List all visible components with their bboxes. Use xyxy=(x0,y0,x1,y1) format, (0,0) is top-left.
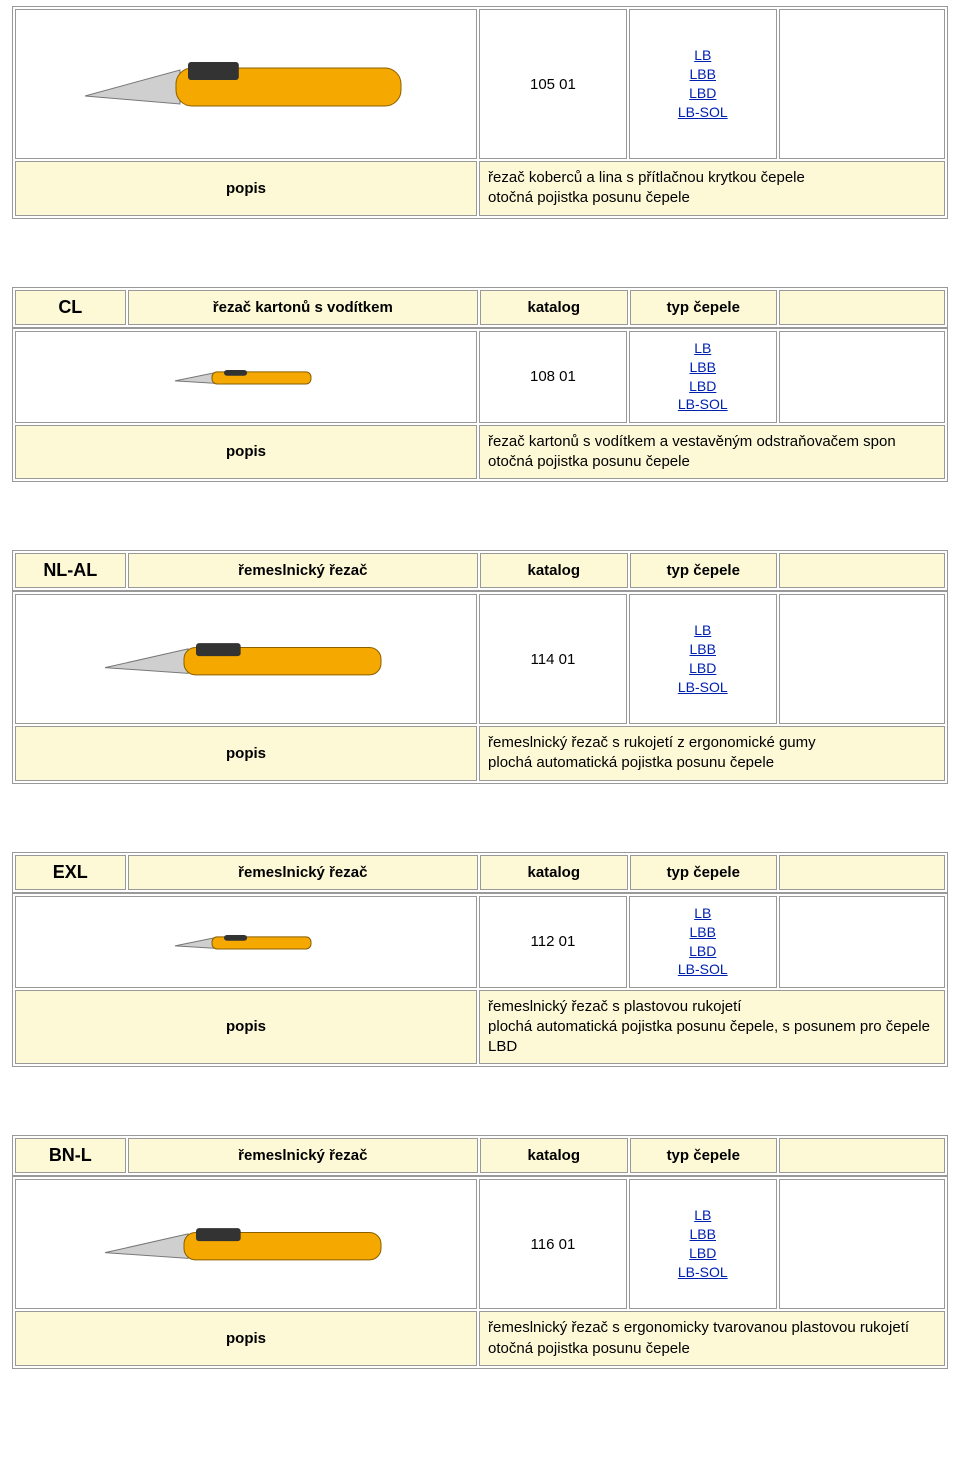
blade-link-lbb[interactable]: LBB xyxy=(636,1225,770,1244)
blade-links: LBLBBLBDLB-SOL xyxy=(629,896,777,988)
popis-text: řezač koberců a lina s přítlačnou krytko… xyxy=(479,161,945,216)
blade-link-lb-sol[interactable]: LB-SOL xyxy=(636,395,770,414)
popis-text: řezač kartonů s vodítkem a vestavěným od… xyxy=(479,425,945,480)
blade-links: LBLBBLBDLB-SOL xyxy=(629,1179,777,1309)
empty-header xyxy=(779,1138,945,1173)
popis-label: popis xyxy=(15,425,477,480)
empty-cell xyxy=(779,9,945,159)
popis-text: řemeslnický řezač s ergonomicky tvarovan… xyxy=(479,1311,945,1366)
empty-cell xyxy=(779,896,945,988)
product-code: EXL xyxy=(15,855,126,890)
katalog-value: 112 01 xyxy=(479,896,627,988)
blade-link-lb[interactable]: LB xyxy=(636,621,770,640)
product-image xyxy=(15,1179,477,1309)
typ-header: typ čepele xyxy=(630,290,778,325)
popis-label: popis xyxy=(15,726,477,781)
empty-cell xyxy=(779,331,945,423)
blade-links: LBLBBLBDLB-SOL xyxy=(629,594,777,724)
katalog-value: 116 01 xyxy=(479,1179,627,1309)
blade-link-lb-sol[interactable]: LB-SOL xyxy=(636,103,770,122)
katalog-header: katalog xyxy=(480,1138,628,1173)
empty-header xyxy=(779,290,945,325)
empty-header xyxy=(779,855,945,890)
popis-label: popis xyxy=(15,161,477,216)
blade-link-lb[interactable]: LB xyxy=(636,46,770,65)
blade-link-lb-sol[interactable]: LB-SOL xyxy=(636,1263,770,1282)
product-title: řemeslnický řezač xyxy=(128,553,478,588)
katalog-value: 114 01 xyxy=(479,594,627,724)
typ-header: typ čepele xyxy=(630,855,778,890)
popis-label: popis xyxy=(15,990,477,1065)
katalog-header: katalog xyxy=(480,553,628,588)
popis-text: řemeslnický řezač s rukojetí z ergonomic… xyxy=(479,726,945,781)
blade-link-lbd[interactable]: LBD xyxy=(636,377,770,396)
blade-link-lb-sol[interactable]: LB-SOL xyxy=(636,960,770,979)
blade-link-lbb[interactable]: LBB xyxy=(636,640,770,659)
product-image xyxy=(15,896,477,988)
blade-link-lbb[interactable]: LBB xyxy=(636,923,770,942)
product-code: CL xyxy=(15,290,126,325)
blade-link-lbd[interactable]: LBD xyxy=(636,84,770,103)
product-image xyxy=(15,331,477,423)
product-title: řemeslnický řezač xyxy=(128,1138,478,1173)
empty-header xyxy=(779,553,945,588)
blade-link-lbd[interactable]: LBD xyxy=(636,659,770,678)
blade-link-lb[interactable]: LB xyxy=(636,904,770,923)
product-image xyxy=(15,9,477,159)
product-title: řezač kartonů s vodítkem xyxy=(128,290,478,325)
typ-header: typ čepele xyxy=(630,553,778,588)
product-code: NL-AL xyxy=(15,553,126,588)
product-image xyxy=(15,594,477,724)
blade-link-lb-sol[interactable]: LB-SOL xyxy=(636,678,770,697)
katalog-value: 108 01 xyxy=(479,331,627,423)
blade-link-lbd[interactable]: LBD xyxy=(636,1244,770,1263)
blade-link-lb[interactable]: LB xyxy=(636,339,770,358)
product-title: řemeslnický řezač xyxy=(128,855,478,890)
empty-cell xyxy=(779,594,945,724)
blade-link-lbb[interactable]: LBB xyxy=(636,358,770,377)
empty-cell xyxy=(779,1179,945,1309)
blade-link-lbb[interactable]: LBB xyxy=(636,65,770,84)
popis-label: popis xyxy=(15,1311,477,1366)
popis-text: řemeslnický řezač s plastovou rukojetípl… xyxy=(479,990,945,1065)
katalog-header: katalog xyxy=(480,290,628,325)
katalog-header: katalog xyxy=(480,855,628,890)
katalog-value: 105 01 xyxy=(479,9,627,159)
blade-links: LBLBBLBDLB-SOL xyxy=(629,9,777,159)
blade-links: LBLBBLBDLB-SOL xyxy=(629,331,777,423)
typ-header: typ čepele xyxy=(630,1138,778,1173)
product-code: BN-L xyxy=(15,1138,126,1173)
blade-link-lbd[interactable]: LBD xyxy=(636,942,770,961)
blade-link-lb[interactable]: LB xyxy=(636,1206,770,1225)
